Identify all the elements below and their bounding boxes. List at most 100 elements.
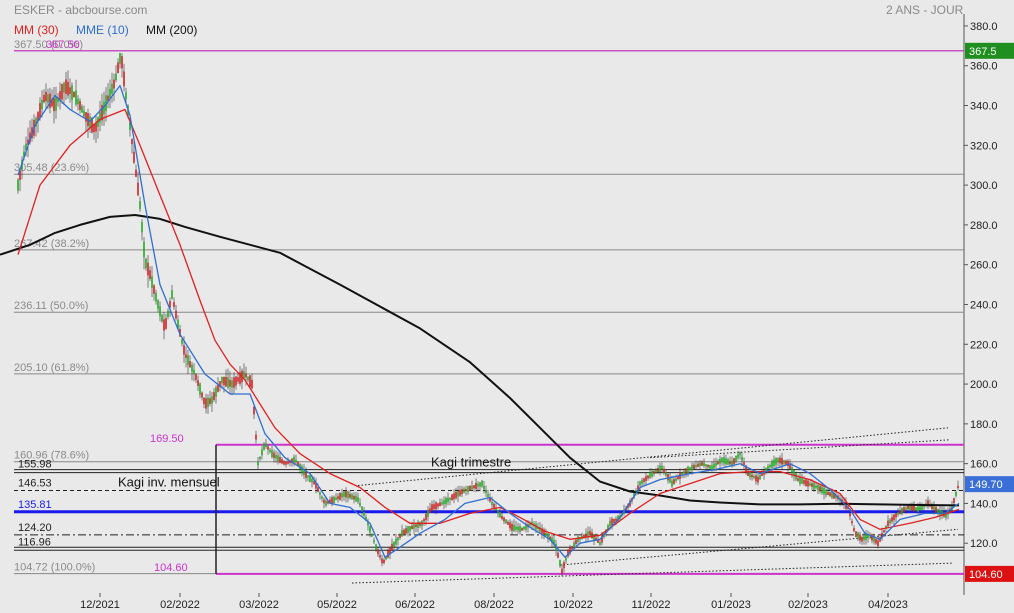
candle-body: [521, 527, 523, 531]
y-tick-label: 240.0: [970, 299, 998, 311]
candle-body: [453, 493, 455, 500]
candle-body: [173, 302, 175, 307]
candle-body: [265, 443, 267, 447]
candle-body: [383, 559, 385, 564]
candle-body: [403, 529, 405, 535]
chart-period: 2 ANS - JOUR: [886, 3, 964, 17]
candle-body: [691, 465, 693, 471]
candle-body: [719, 458, 721, 464]
candle-body: [141, 222, 143, 233]
candle-body: [883, 530, 885, 533]
candle-body: [885, 525, 887, 529]
candle-body: [735, 455, 737, 462]
candle-body: [473, 485, 475, 489]
candle-body: [899, 510, 901, 514]
candle-body: [443, 500, 445, 505]
candle-body: [387, 550, 389, 558]
candle-body: [659, 465, 661, 473]
candle-body: [913, 505, 915, 512]
candle-body: [683, 471, 685, 474]
x-tick-label: 02/2023: [788, 599, 828, 611]
candle-body: [331, 497, 333, 505]
candle-body: [491, 501, 493, 505]
mm200-line: [0, 214, 960, 507]
candle-body: [435, 502, 437, 510]
candle-body: [177, 319, 179, 329]
candle-body: [675, 478, 677, 481]
x-tick-label: 08/2022: [474, 599, 514, 611]
candle-body: [297, 461, 299, 467]
candle-body: [67, 81, 69, 96]
candle-body: [559, 560, 561, 567]
candle-body: [273, 452, 275, 458]
candle-body: [187, 355, 189, 366]
candle-body: [639, 481, 641, 486]
candle-body: [517, 526, 519, 531]
candle-body: [85, 112, 87, 122]
candle-body: [575, 539, 577, 545]
candle-body: [549, 536, 551, 540]
candle-body: [759, 474, 761, 480]
candle-body: [211, 396, 213, 404]
candle-body: [99, 112, 101, 123]
candle-body: [545, 532, 547, 536]
price-tag-label: 149.70: [969, 479, 1003, 491]
candle-body: [253, 406, 255, 415]
candle-body: [279, 456, 281, 463]
candle-body: [513, 524, 515, 531]
candle-body: [283, 461, 285, 465]
candle-body: [773, 459, 775, 467]
candle-body: [895, 513, 897, 518]
level-label: 116.96: [18, 536, 51, 548]
x-tick-label: 12/2021: [80, 599, 120, 611]
candle-body: [459, 489, 461, 496]
legend-mme10: MME (10): [76, 23, 129, 37]
candle-body: [391, 543, 393, 551]
price-tag-bg: [965, 42, 1014, 59]
candle-body: [781, 457, 783, 465]
candle-body: [291, 458, 293, 464]
candle-body: [153, 285, 155, 294]
candle-body: [951, 504, 953, 511]
candle-body: [17, 179, 19, 191]
candle-body: [315, 482, 317, 489]
candle-body: [831, 492, 833, 498]
candle-body: [255, 434, 257, 440]
candle-body: [303, 469, 305, 476]
candle-body: [661, 465, 663, 470]
candle-body: [267, 446, 269, 450]
candle-body: [585, 533, 587, 538]
candle-body: [859, 534, 861, 541]
candle-body: [367, 521, 369, 526]
price-tag-bg: [965, 565, 1014, 582]
candle-body: [83, 110, 85, 117]
candle-body: [295, 459, 297, 463]
candle-body: [117, 62, 119, 74]
candle-body: [785, 460, 787, 465]
candle-body: [865, 534, 867, 541]
candle-body: [209, 398, 211, 404]
candle-body: [405, 528, 407, 534]
candle-body: [95, 122, 97, 132]
legend: MM (30) MME (10) MM (200): [14, 23, 211, 37]
candle-body: [591, 532, 593, 539]
x-tick-label: 04/2023: [868, 599, 908, 611]
candle-body: [155, 292, 157, 302]
candle-body: [163, 319, 165, 331]
candle-body: [461, 489, 463, 494]
candle-body: [761, 473, 763, 477]
candle-body: [469, 485, 471, 491]
candle-body: [225, 376, 227, 387]
candle-body: [57, 97, 59, 103]
candle-body: [873, 536, 875, 543]
candle-body: [749, 472, 751, 478]
candle-body: [349, 493, 351, 498]
candle-body: [541, 528, 543, 534]
candle-body: [755, 475, 757, 482]
candle-body: [37, 112, 39, 121]
candle-body: [507, 521, 509, 525]
y-tick-label: 160.0: [970, 459, 998, 471]
candle-body: [479, 482, 481, 487]
candle-body: [583, 534, 585, 538]
candle-body: [19, 169, 21, 181]
